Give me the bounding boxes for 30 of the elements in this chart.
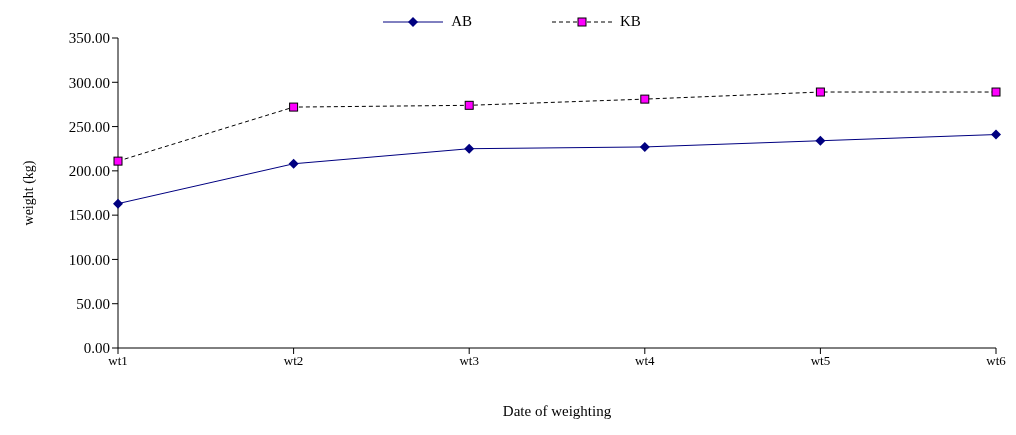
point xyxy=(815,87,825,97)
x-tick-label: wt1 xyxy=(108,353,128,369)
x-axis-title: Date of weighting xyxy=(502,403,612,419)
y-tick-label: 0.00 xyxy=(83,340,110,357)
point xyxy=(464,100,474,110)
y-axis-title: weight (kg) xyxy=(20,160,37,226)
y-tick-label: 150.00 xyxy=(68,207,110,224)
point xyxy=(991,87,1001,97)
x-tick-label: wt6 xyxy=(986,353,1007,369)
point xyxy=(464,143,475,154)
point xyxy=(815,135,826,146)
point xyxy=(991,129,1001,140)
point xyxy=(289,102,299,112)
y-tick-label: 50.00 xyxy=(76,296,110,313)
y-tick-label: 250.00 xyxy=(68,118,110,135)
y-tick-label: 100.00 xyxy=(68,251,110,268)
y-tick-label: 350.00 xyxy=(68,30,110,47)
point xyxy=(640,94,650,104)
x-tick-label: wt5 xyxy=(810,353,831,369)
legend-label: KB xyxy=(620,13,641,30)
x-tick-label: wt2 xyxy=(283,353,304,369)
point xyxy=(113,198,123,209)
point xyxy=(639,141,650,152)
y-tick-label: 300.00 xyxy=(68,74,110,91)
point xyxy=(113,156,123,166)
point xyxy=(288,158,299,169)
y-tick-label: 200.00 xyxy=(68,163,110,180)
x-tick-label: wt3 xyxy=(459,353,479,369)
legend-label: AB xyxy=(451,13,472,30)
x-tick-label: wt4 xyxy=(635,353,656,369)
